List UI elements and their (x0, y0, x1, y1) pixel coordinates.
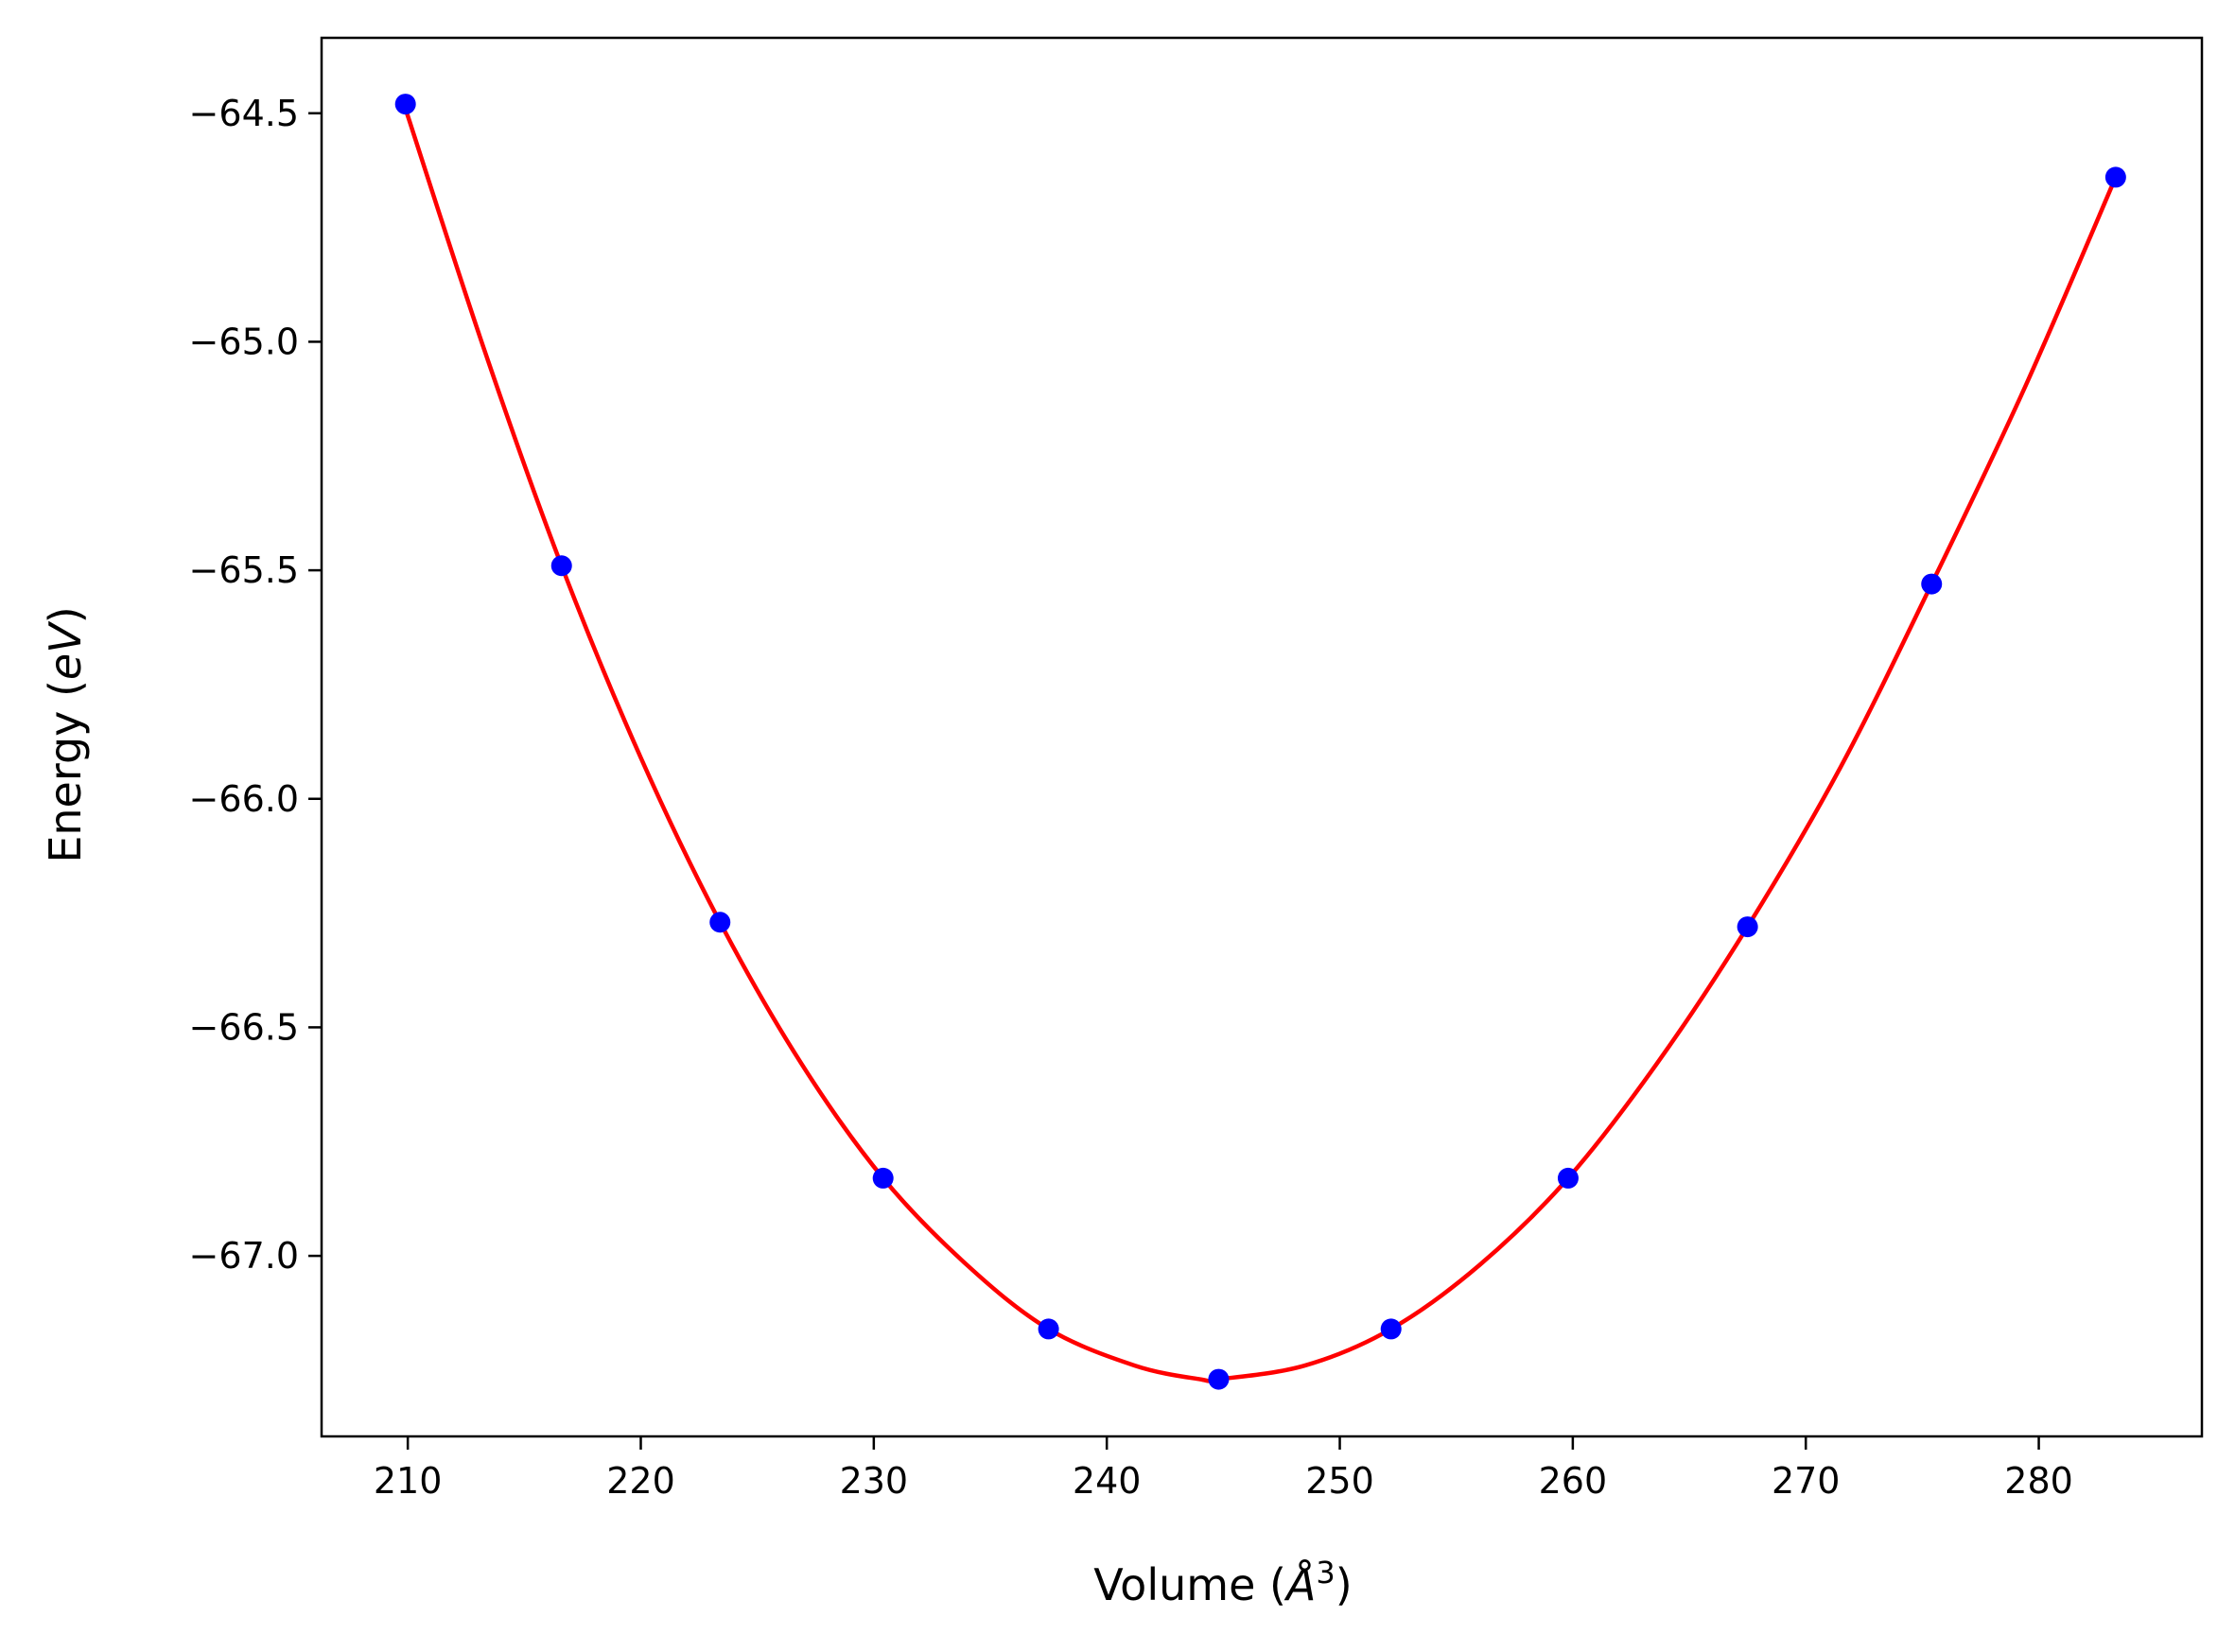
x-axis-label: Volume (Å3) (1093, 1555, 1352, 1610)
data-point (1921, 573, 1943, 595)
x-tick-label: 220 (606, 1460, 675, 1502)
x-tick-label: 230 (840, 1460, 909, 1502)
y-axis-label-suffix: ) (40, 606, 91, 623)
data-point (2104, 166, 2126, 188)
x-axis-label-sup: 3 (1316, 1555, 1335, 1591)
y-tick-label: −67.0 (189, 1235, 299, 1277)
y-axis-ticks: −64.5 −65.0 −65.5 −66.0 −66.5 −67.0 (189, 93, 322, 1277)
data-point (1208, 1368, 1230, 1390)
x-axis-ticks: 210 220 230 240 250 260 270 280 (374, 1436, 2073, 1502)
x-tick-label: 260 (1539, 1460, 1608, 1502)
data-point (1038, 1318, 1059, 1340)
x-axis-label-symbol: Å (1283, 1559, 1316, 1610)
y-tick-label: −66.0 (189, 778, 299, 820)
data-point (550, 555, 572, 577)
x-tick-label: 270 (1772, 1460, 1841, 1502)
fit-curve (403, 106, 2119, 1383)
y-axis-label-symbol: eV (40, 620, 91, 680)
x-tick-label: 210 (374, 1460, 443, 1502)
x-tick-label: 240 (1073, 1460, 1142, 1502)
x-tick-label: 280 (2004, 1460, 2073, 1502)
data-point (1380, 1318, 1402, 1340)
y-tick-label: −65.0 (189, 321, 299, 362)
y-tick-label: −64.5 (189, 93, 299, 134)
data-point (394, 94, 416, 115)
x-axis-label-suffix: ) (1336, 1559, 1353, 1610)
y-axis-label: Energy (eV) (40, 606, 91, 862)
x-axis-label-prefix: Volume ( (1093, 1559, 1286, 1610)
y-tick-label: −66.5 (189, 1006, 299, 1048)
y-axis-label-prefix: Energy ( (40, 680, 91, 863)
y-tick-label: −65.5 (189, 549, 299, 591)
data-point (872, 1167, 894, 1189)
data-point (1737, 916, 1758, 938)
data-points (394, 94, 2126, 1390)
data-point (1557, 1167, 1579, 1189)
x-tick-label: 250 (1305, 1460, 1374, 1502)
axes-frame (320, 36, 2204, 1438)
plot-area (394, 94, 2126, 1390)
data-point (709, 912, 731, 933)
